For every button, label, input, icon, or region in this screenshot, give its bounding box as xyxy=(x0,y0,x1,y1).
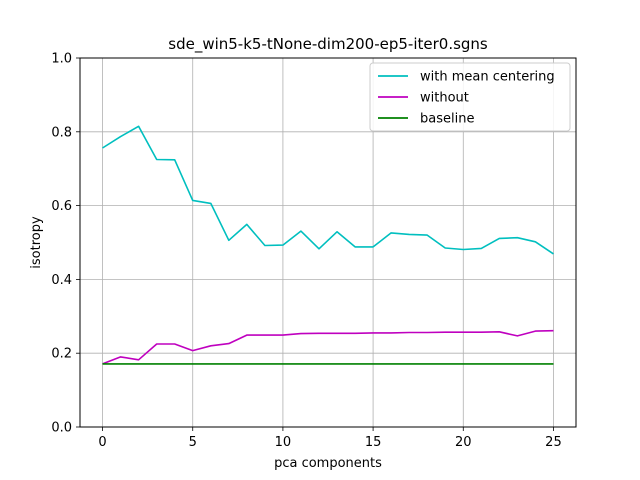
y-axis-label: isotropy xyxy=(29,216,44,269)
plot-area-frame xyxy=(79,57,577,428)
legend-label: baseline xyxy=(420,112,474,127)
axis-ticks: 0 5 10 15 20 25 0.0 0.2 0.4 0.6 0.8 1.0 xyxy=(51,52,561,451)
x-axis-label: pca components xyxy=(274,456,382,471)
legend-label: without xyxy=(420,91,469,106)
legend-box xyxy=(369,62,571,132)
x-tick-label: 10 xyxy=(275,435,292,450)
y-tick-label: 1.0 xyxy=(51,52,72,67)
y-tick-label: 0.0 xyxy=(51,421,72,436)
legend-label: with mean centering xyxy=(420,70,555,85)
chart-title: sde_win5-k5-tNone-dim200-ep5-iter0.sgns xyxy=(168,35,488,54)
y-tick-label: 0.2 xyxy=(51,347,72,362)
grid xyxy=(80,57,576,428)
series-line xyxy=(102,329,554,365)
legend: with mean centering without baseline xyxy=(369,62,571,132)
y-tick-label: 0.4 xyxy=(51,273,72,288)
x-tick-label: 5 xyxy=(189,435,197,450)
x-tick-label: 15 xyxy=(365,435,382,450)
y-tick-label: 0.8 xyxy=(51,125,72,140)
series-line xyxy=(102,125,554,255)
x-tick-label: 20 xyxy=(455,435,472,450)
x-tick-label: 25 xyxy=(545,435,562,450)
x-tick-label: 0 xyxy=(98,435,106,450)
y-tick-label: 0.6 xyxy=(51,199,72,214)
series-lines xyxy=(102,125,554,365)
